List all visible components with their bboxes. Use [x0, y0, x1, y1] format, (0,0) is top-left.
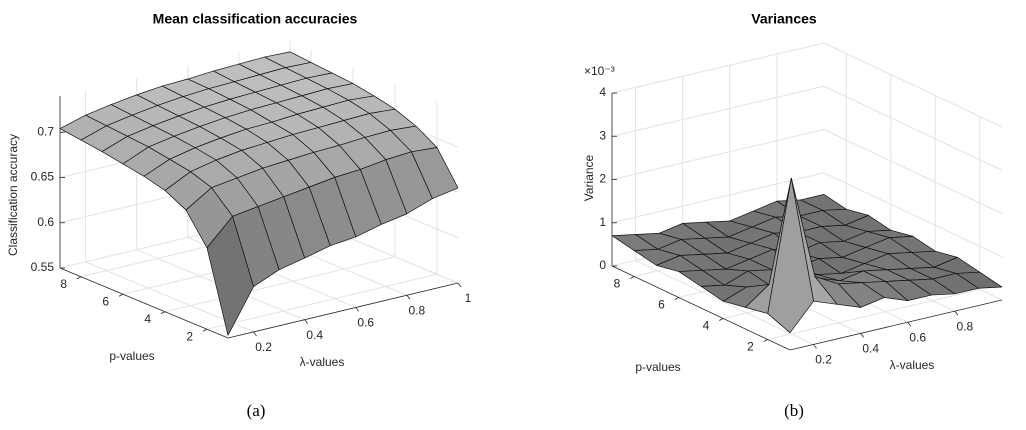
x-tick-label: 0.4: [306, 328, 323, 342]
tick-mark: [954, 310, 959, 316]
tick-mark: [406, 294, 411, 300]
axis-line: [59, 96, 459, 339]
x-axis-label: λ-values: [890, 358, 935, 372]
panel-caption: (a): [247, 401, 266, 420]
tick-mark: [457, 282, 462, 288]
y-tick-label: 2: [747, 340, 754, 354]
tick-mark: [355, 307, 360, 312]
tick-mark: [813, 344, 817, 349]
y-axis-label: p-values: [635, 360, 680, 374]
tick-mark: [76, 276, 82, 280]
tick-mark: [118, 293, 124, 297]
tick-mark: [763, 339, 768, 342]
y-tick-label: 8: [60, 277, 67, 291]
surface-patch: [767, 177, 814, 334]
tick-mark: [719, 318, 724, 321]
x-tick-label: 0.8: [409, 303, 426, 317]
panel-caption: (b): [784, 401, 804, 420]
y-axis-label: p-values: [109, 349, 154, 363]
grid-line: [164, 256, 396, 313]
z-tick-label: 0.6: [37, 215, 54, 229]
z-tick-label: 3: [599, 128, 606, 142]
z-tick-label: 0.55: [31, 260, 55, 274]
grid-line: [823, 172, 1003, 258]
x-tick-label: 0.6: [357, 316, 374, 330]
tick-mark: [202, 328, 208, 332]
grid-line: [611, 172, 825, 224]
grid-line: [206, 273, 438, 330]
y-tick-label: 6: [658, 298, 665, 312]
y-tick-label: 8: [614, 277, 621, 291]
x-tick-label: 1: [465, 291, 472, 305]
z-axis-label: Classification accuracy: [6, 134, 20, 256]
x-tick-label: 0.6: [909, 330, 926, 344]
grid-line: [823, 85, 1003, 171]
z-tick-label: 4: [599, 85, 606, 99]
z-tick-label: 0: [599, 258, 606, 272]
y-tick-label: 4: [703, 319, 710, 333]
x-axis-label: λ-values: [300, 355, 345, 369]
tick-mark: [907, 321, 912, 327]
x-tick-label: 0.8: [957, 319, 974, 333]
x-tick-label: 0.2: [255, 340, 272, 354]
exponent-label: ×10⁻³: [584, 64, 615, 78]
grid-line: [611, 85, 825, 137]
y-tick-label: 2: [186, 329, 193, 343]
tick-mark: [304, 319, 308, 324]
y-tick-label: 4: [144, 312, 151, 326]
y-tick-label: 6: [102, 294, 109, 308]
tick-mark: [674, 297, 679, 300]
surface-patch: [206, 215, 254, 336]
tick-mark: [160, 311, 166, 315]
grid-line: [635, 259, 814, 345]
grid-line: [611, 42, 825, 94]
grid-line: [823, 129, 1003, 214]
tick-mark: [860, 333, 864, 338]
x-tick-label: 0.4: [862, 342, 879, 356]
chart-title: Mean classification accuracies: [153, 11, 358, 27]
grid-line: [767, 289, 980, 340]
tick-mark: [630, 276, 635, 279]
grid-line: [823, 42, 1003, 128]
z-tick-label: 1: [599, 215, 606, 229]
x-tick-label: 0.2: [815, 353, 832, 367]
z-tick-label: 0.7: [37, 124, 54, 138]
grid-line: [611, 129, 825, 180]
z-axis-label: Variance: [582, 154, 596, 201]
chart-title: Variances: [751, 11, 817, 27]
tick-mark: [253, 331, 257, 337]
z-tick-label: 2: [599, 172, 606, 186]
z-tick-label: 0.65: [31, 170, 55, 184]
